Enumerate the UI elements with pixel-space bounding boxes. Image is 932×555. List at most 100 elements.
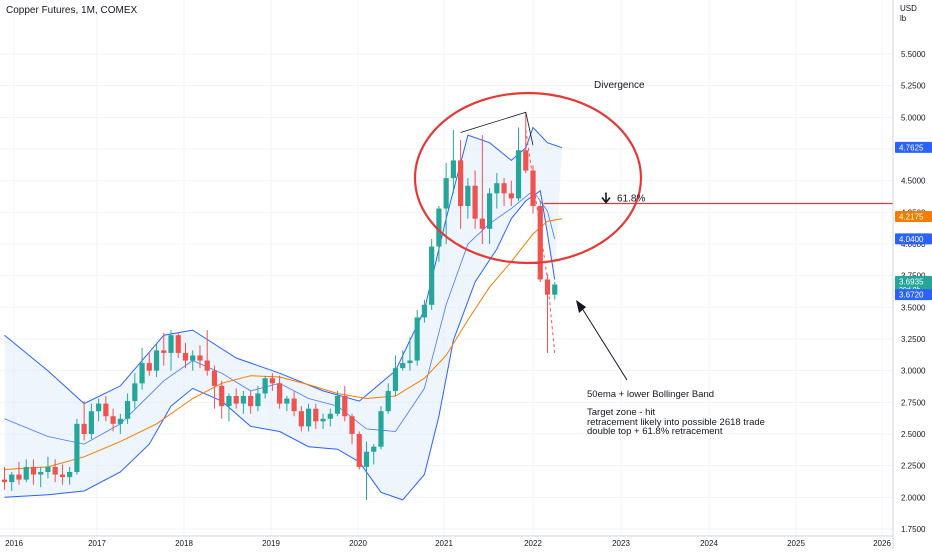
candle-body xyxy=(262,378,268,394)
time-axis: 2016 2017 2018 2019 2020 2021 2022 2023 2024 2025… xyxy=(0,535,893,548)
candle xyxy=(103,396,109,422)
candle xyxy=(400,350,406,371)
candle xyxy=(255,385,261,412)
candle xyxy=(530,165,536,214)
candle-body xyxy=(110,416,116,424)
candle-body xyxy=(190,355,196,361)
candle xyxy=(190,350,196,371)
candle xyxy=(67,466,73,485)
candle xyxy=(544,274,551,353)
candle-body xyxy=(117,418,123,424)
candle xyxy=(226,393,232,422)
candle-body xyxy=(494,183,500,194)
time-tick-label: 2017 xyxy=(88,539,106,548)
price-tag-label: 3.6935 xyxy=(899,277,924,286)
candle xyxy=(182,342,189,369)
candle xyxy=(233,388,239,409)
price-tag-label: 4.2175 xyxy=(899,212,924,221)
candle-body xyxy=(392,368,399,391)
candle xyxy=(211,365,218,409)
candle-body xyxy=(363,451,370,467)
price-tag-bg xyxy=(895,210,932,222)
time-tick-label: 2024 xyxy=(700,539,718,548)
down-arrow-icon xyxy=(601,192,611,204)
candle-body xyxy=(508,193,514,199)
candle-body xyxy=(103,403,109,417)
price-unit: USD lb xyxy=(900,4,917,24)
candle-body xyxy=(298,411,304,427)
candle xyxy=(450,130,456,194)
candle-body xyxy=(291,398,297,412)
candle-body xyxy=(52,466,58,475)
candle-body xyxy=(400,363,406,369)
retracement-dashed-line xyxy=(525,129,556,353)
candle-body xyxy=(277,383,283,404)
candle xyxy=(334,390,341,417)
candle-body xyxy=(530,170,536,206)
price-tag: 4.0400 xyxy=(895,233,932,245)
candle xyxy=(537,200,543,282)
price-tick-label: 3.5000 xyxy=(901,303,926,312)
candle xyxy=(248,390,254,414)
candle-body xyxy=(59,474,66,478)
candle-body xyxy=(219,385,225,407)
bollinger-band-fill xyxy=(4,127,562,500)
candle xyxy=(436,206,442,262)
candle-body xyxy=(407,360,413,364)
candle-body xyxy=(342,396,348,417)
candle-body xyxy=(255,393,261,407)
bollinger-upper-line xyxy=(4,126,563,405)
price-tick-label: 1.7500 xyxy=(901,525,926,534)
candle xyxy=(45,456,51,479)
candle-body xyxy=(313,408,319,422)
candle xyxy=(508,180,514,206)
price-tag: 4.2175 xyxy=(895,210,932,222)
candle-body xyxy=(1,479,8,483)
candle xyxy=(23,459,29,483)
time-tick-label: 2023 xyxy=(612,539,630,548)
candle xyxy=(378,406,384,450)
candle-body xyxy=(248,396,254,407)
candle xyxy=(117,413,123,434)
candle xyxy=(139,347,145,390)
candle xyxy=(414,309,420,366)
candle-body xyxy=(23,466,29,480)
candle xyxy=(1,466,8,490)
candle-body xyxy=(146,363,152,371)
candle-body xyxy=(305,408,312,427)
candle-body xyxy=(443,178,449,209)
candle-body xyxy=(334,396,341,414)
currency-label: USD xyxy=(900,4,917,13)
candle-body xyxy=(226,396,232,407)
candle-body xyxy=(436,208,442,247)
price-tick-label: 5.5000 xyxy=(901,50,926,59)
candle xyxy=(407,337,413,371)
candle-body xyxy=(132,383,138,402)
time-tick-label: 2022 xyxy=(524,539,542,548)
candle xyxy=(501,178,507,206)
candle xyxy=(277,375,283,409)
price-tick-label: 5.0000 xyxy=(901,113,926,122)
divergence-label: Divergence xyxy=(594,80,645,91)
candle xyxy=(421,299,428,323)
candle xyxy=(284,396,290,412)
candle-body xyxy=(523,150,529,171)
candle-body xyxy=(45,466,51,472)
candle-body xyxy=(544,279,551,295)
candle-body xyxy=(450,160,456,179)
candle xyxy=(356,431,362,470)
price-tick-label: 3.2500 xyxy=(901,335,926,344)
candle-body xyxy=(16,474,22,480)
annotation-note: double top + 61.8% retracement xyxy=(587,426,723,437)
candle xyxy=(38,466,44,488)
price-tag-label: 4.7625 xyxy=(899,143,924,152)
pointer-arrow-line xyxy=(579,304,628,381)
candle xyxy=(219,380,225,419)
candle xyxy=(486,188,493,244)
candle xyxy=(392,355,399,396)
candle-body xyxy=(349,416,355,434)
candle xyxy=(523,112,529,174)
